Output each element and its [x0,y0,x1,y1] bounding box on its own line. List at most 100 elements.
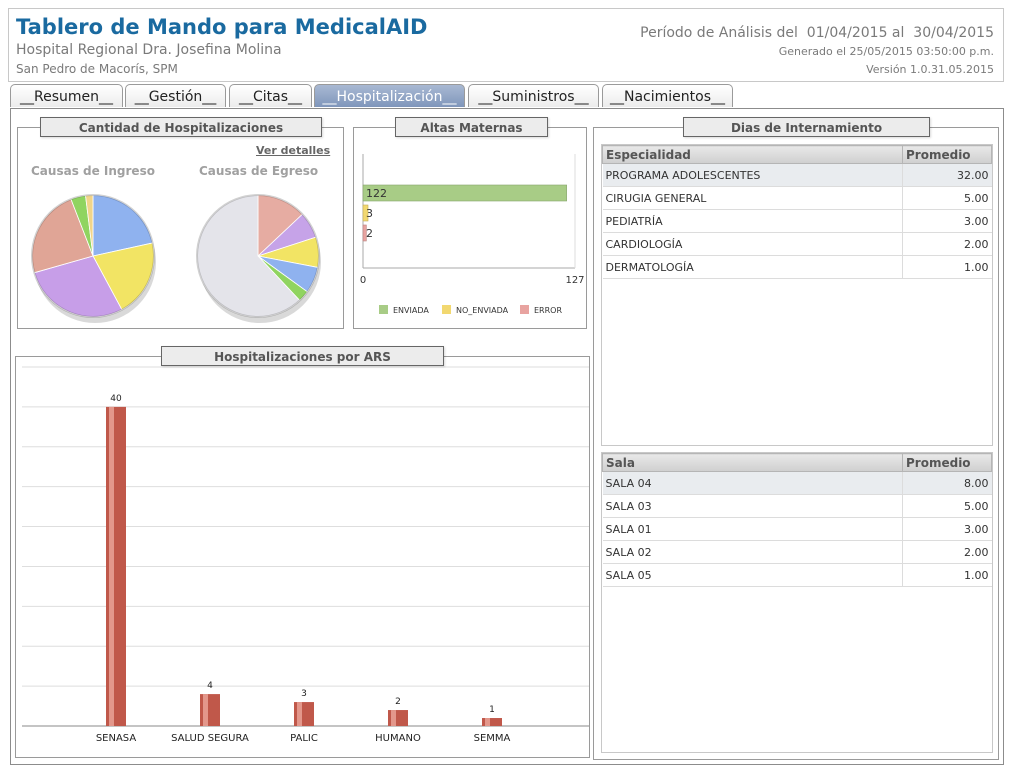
promedio-cell: 5.00 [902,186,992,210]
cantidad-title: Cantidad de Hospitalizaciones [40,117,322,137]
tab-hospitalizacion[interactable]: __Hospitalización__ [314,84,465,107]
sala-table: Sala Promedio SALA 04 8.00 SALA 03 5.00 SA… [602,453,992,587]
ars-bar-highlight [109,406,114,726]
ars-bar-highlight [391,710,396,726]
especialidad-table: Especialidad Promedio PROGRAMA ADOLESCEN… [602,145,992,279]
ars-category-label: PALIC [290,733,318,744]
table-row[interactable]: SALA 02 2.00 [602,540,992,564]
ars-category-label: SALUD SEGURA [171,733,249,744]
ver-detalles-link[interactable]: Ver detalles [256,144,331,157]
cantidad-panel: Causas de Ingreso Causas de Egreso Ver d… [17,127,344,329]
promedio-cell: 32.00 [902,163,992,187]
promedio-cell: 1.00 [902,563,992,587]
main-content: Causas de Ingreso Causas de Egreso Ver d… [10,108,1004,765]
causas-pies [31,194,321,323]
ars-category-label: HUMANO [375,733,421,744]
causas-ingreso-label: Causas de Ingreso [31,164,155,178]
promedio-header[interactable]: Promedio [902,145,992,164]
especialidad-cell: DERMATOLOGÍA [602,255,903,279]
especialidad-header[interactable]: Especialidad [602,145,903,164]
ars-panel: 40 SENASA 4 SALUD SEGURA 3 PALIC 2 HUMANO 1 SEMMA [15,356,590,758]
pie-ingreso-slice[interactable] [33,255,123,318]
sala-header[interactable]: Sala [602,453,903,472]
pie-ingreso [31,194,156,323]
sala-cell: SALA 05 [602,563,903,587]
pie-ingreso-slice[interactable] [92,242,155,311]
altas-chart: 122 3 2 0 127 ENVIADA NO_ENVIADA ERROR [360,154,585,315]
table-row[interactable]: SALA 04 8.00 [602,471,992,495]
sala-cell: SALA 04 [602,471,903,495]
altas-legend-label: ERROR [534,306,562,315]
altas-legend-swatch [442,305,451,314]
altas-legend-label: NO_ENVIADA [456,306,509,315]
tab-resumen[interactable]: __Resumen__ [10,84,123,107]
tab-citas[interactable]: __Citas__ [229,84,312,107]
tab-suministros[interactable]: __Suministros__ [468,84,599,107]
altas-legend-swatch [379,305,388,314]
altas-bar[interactable] [362,184,567,202]
altas-panel: 122 3 2 0 127 ENVIADA NO_ENVIADA ERROR [353,127,587,329]
ars-value-label: 1 [489,705,495,715]
pie-ingreso-slice[interactable] [85,194,94,257]
promedio-cell: 2.00 [902,232,992,256]
dias-title: Dias de Internamiento [683,117,930,137]
table-row[interactable]: PEDIATRÍA 3.00 [602,209,992,233]
sala-cell: SALA 03 [602,494,903,518]
sala-table-wrap: Sala Promedio SALA 04 8.00 SALA 03 5.00 SA… [601,452,993,753]
especialidad-cell: CIRUGIA GENERAL [602,186,903,210]
promedio-cell: 2.00 [902,540,992,564]
dias-panel: Especialidad Promedio PROGRAMA ADOLESCEN… [593,127,999,760]
table-row[interactable]: CIRUGIA GENERAL 5.00 [602,186,992,210]
causas-egreso-label: Causas de Egreso [199,164,319,178]
promedio-header[interactable]: Promedio [902,453,992,472]
altas-title: Altas Maternas [395,117,548,137]
altas-bar-label: 122 [366,187,387,200]
altas-legend-label: ENVIADA [393,306,429,315]
altas-bar[interactable] [362,224,367,242]
pie-egreso-rim [196,194,320,318]
pie-ingreso-slice[interactable] [92,194,154,257]
ars-value-label: 4 [207,681,213,691]
ars-title: Hospitalizaciones por ARS [161,346,444,366]
promedio-cell: 3.00 [902,517,992,541]
especialidad-table-wrap: Especialidad Promedio PROGRAMA ADOLESCEN… [601,144,993,446]
altas-bar-label: 3 [366,207,373,220]
especialidad-cell: PEDIATRÍA [602,209,903,233]
altas-bar-label: 2 [366,227,373,240]
sala-cell: SALA 02 [602,540,903,564]
app-title: Tablero de Mando para MedicalAID [16,15,428,39]
promedio-cell: 5.00 [902,494,992,518]
ars-bar[interactable] [482,718,502,726]
version-label: Versión 1.0.31.05.2015 [866,63,994,76]
ars-value-label: 2 [395,697,401,707]
table-row[interactable]: SALA 03 5.00 [602,494,992,518]
pie-egreso-slice[interactable] [196,194,301,318]
promedio-cell: 8.00 [902,471,992,495]
hospital-name: Hospital Regional Dra. Josefina Molina [16,42,282,58]
ars-category-label: SENASA [96,733,137,744]
pie-egreso [196,194,321,323]
table-row[interactable]: PROGRAMA ADOLESCENTES 32.00 [602,163,992,187]
analysis-period: Período de Análisis del 01/04/2015 al 30… [640,25,994,41]
table-row[interactable]: SALA 05 1.00 [602,563,992,587]
table-row[interactable]: DERMATOLOGÍA 1.00 [602,255,992,279]
altas-legend-swatch [520,305,529,314]
promedio-cell: 1.00 [902,255,992,279]
tab-nacimientos[interactable]: __Nacimientos__ [602,84,733,107]
ars-bar-highlight [297,702,302,726]
ars-chart: 40 SENASA 4 SALUD SEGURA 3 PALIC 2 HUMANO 1 SEMMA [22,366,589,744]
hospital-location: San Pedro de Macorís, SPM [16,62,178,76]
especialidad-cell: CARDIOLOGÍA [602,232,903,256]
ars-value-label: 3 [301,689,307,699]
header: Tablero de Mando para MedicalAID Hospita… [8,8,1004,82]
altas-tick-label: 127 [565,275,584,286]
promedio-cell: 3.00 [902,209,992,233]
sala-cell: SALA 01 [602,517,903,541]
table-row[interactable]: SALA 01 3.00 [602,517,992,541]
altas-bar[interactable] [362,204,369,222]
table-row[interactable]: CARDIOLOGÍA 2.00 [602,232,992,256]
tab-gestion[interactable]: __Gestión__ [125,84,226,107]
pie-ingreso-rim [31,194,155,318]
ars-bar-highlight [485,718,490,726]
ars-value-label: 40 [110,394,122,404]
